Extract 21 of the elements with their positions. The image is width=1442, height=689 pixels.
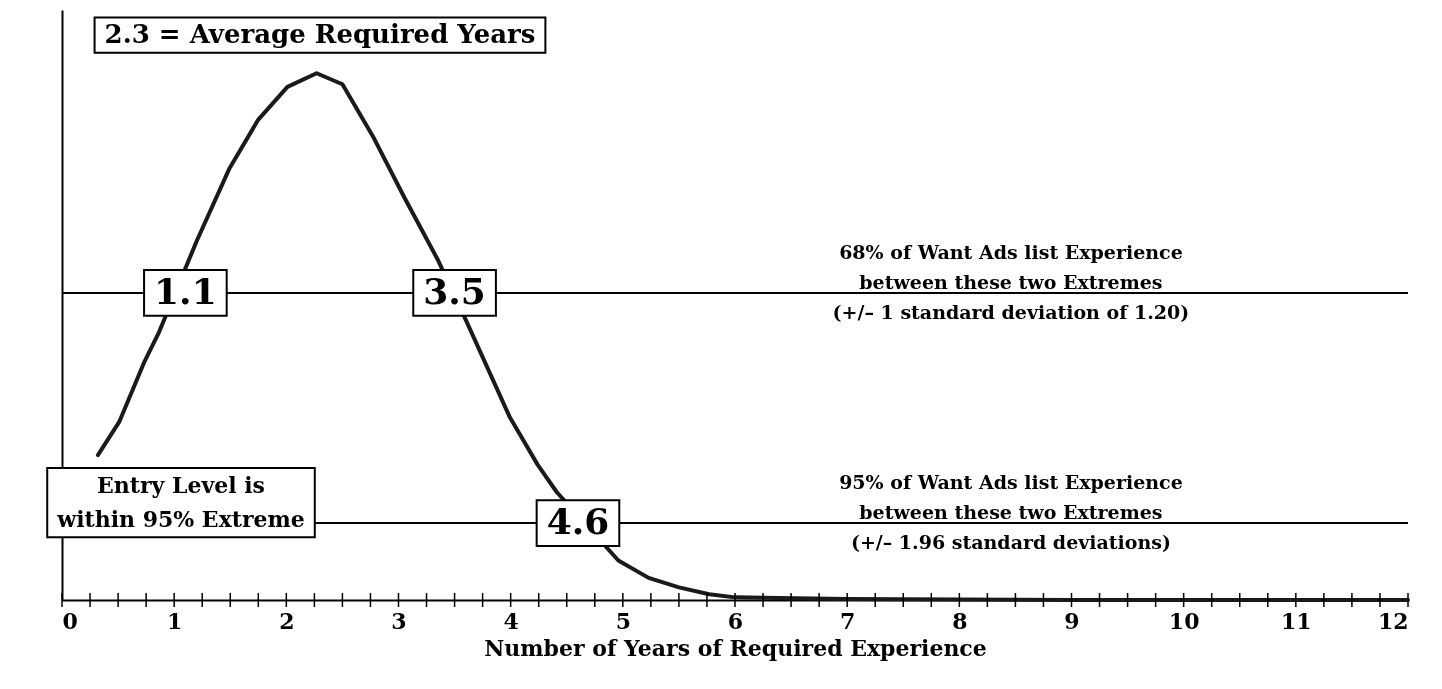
x-tick-label: 9 [1064,607,1080,634]
x-tick-label: 8 [952,607,968,634]
x-axis-title: Number of Years of Required Experience [484,634,987,661]
annotation: 3.5 [423,269,486,312]
annotation: 2.3 = Average Required Years [104,19,536,50]
annotation: 1.1 [154,269,217,312]
ref-line-label: 95% of Want Ads list Experience between these two Extremes (+/– 1.96 standard deviations) [839,471,1183,554]
x-tick-label: 7 [840,607,856,634]
x-tick-label: 2 [279,607,295,634]
x-tick-label: 3 [391,607,407,634]
annotation: Entry Level is within 95% Extreme [56,471,305,532]
x-tick-label: 4 [503,607,519,634]
ref-line-label: 68% of Want Ads list Experience between these two Extremes (+/– 1 standard deviation of 1.20) [832,240,1190,323]
x-tick-label: 10 [1168,607,1200,634]
x-tick-label: 12 [1377,607,1409,634]
annotation: 4.6 [546,500,610,543]
x-tick-label: 0 [62,607,78,634]
x-tick-label: 5 [615,607,631,634]
x-tick-label: 1 [167,607,183,634]
x-tick-label: 11 [1281,607,1312,634]
x-tick-label: 6 [727,607,744,634]
